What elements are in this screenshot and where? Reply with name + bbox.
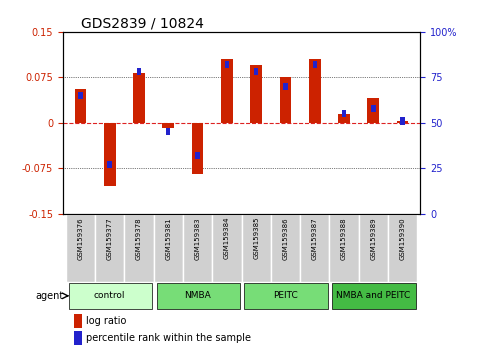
FancyBboxPatch shape (212, 213, 242, 282)
Text: GSM159388: GSM159388 (341, 217, 347, 259)
Text: GSM159390: GSM159390 (399, 217, 406, 259)
FancyBboxPatch shape (66, 213, 95, 282)
Text: PEITC: PEITC (273, 291, 298, 300)
Bar (133, 73, 145, 123)
FancyBboxPatch shape (388, 213, 417, 282)
FancyBboxPatch shape (69, 283, 152, 309)
FancyBboxPatch shape (156, 283, 240, 309)
Bar (254, 68, 258, 75)
Bar (192, 123, 203, 174)
Bar (283, 83, 288, 90)
FancyBboxPatch shape (154, 213, 183, 282)
Bar (313, 61, 317, 68)
FancyBboxPatch shape (300, 213, 329, 282)
Text: GSM159386: GSM159386 (283, 217, 288, 259)
Text: GDS2839 / 10824: GDS2839 / 10824 (81, 17, 203, 31)
Text: GSM159381: GSM159381 (165, 217, 171, 259)
Text: GSM159387: GSM159387 (312, 217, 318, 259)
FancyBboxPatch shape (329, 213, 359, 282)
FancyBboxPatch shape (244, 283, 328, 309)
Text: GSM159385: GSM159385 (253, 217, 259, 259)
Bar (104, 123, 115, 186)
Text: log ratio: log ratio (86, 316, 127, 326)
FancyBboxPatch shape (271, 213, 300, 282)
Text: agent: agent (35, 291, 63, 301)
Text: GSM159376: GSM159376 (77, 217, 84, 259)
FancyBboxPatch shape (359, 213, 388, 282)
Bar (137, 68, 141, 75)
Text: GSM159383: GSM159383 (195, 217, 200, 259)
Bar (162, 123, 174, 127)
Text: NMBA: NMBA (184, 291, 211, 300)
Text: percentile rank within the sample: percentile rank within the sample (86, 333, 251, 343)
Bar (73, 331, 83, 345)
Bar (195, 152, 200, 159)
Bar (74, 89, 86, 123)
Text: GSM159384: GSM159384 (224, 217, 230, 259)
Bar (78, 92, 83, 99)
Bar (397, 121, 409, 123)
Text: control: control (94, 291, 126, 300)
Bar (73, 314, 83, 328)
Text: GSM159377: GSM159377 (107, 217, 113, 259)
Bar (280, 77, 291, 123)
Text: GSM159378: GSM159378 (136, 217, 142, 259)
Bar (166, 128, 170, 135)
Bar (250, 65, 262, 123)
Text: GSM159389: GSM159389 (370, 217, 376, 259)
Bar (368, 98, 379, 123)
Bar (309, 59, 321, 123)
Bar (400, 117, 405, 125)
Bar (225, 61, 229, 68)
Bar (338, 114, 350, 123)
FancyBboxPatch shape (183, 213, 212, 282)
Bar (221, 59, 233, 123)
Text: NMBA and PEITC: NMBA and PEITC (336, 291, 411, 300)
FancyBboxPatch shape (332, 283, 416, 309)
FancyBboxPatch shape (242, 213, 271, 282)
Bar (107, 161, 112, 168)
Bar (371, 104, 376, 112)
FancyBboxPatch shape (124, 213, 154, 282)
Bar (342, 110, 346, 117)
FancyBboxPatch shape (95, 213, 124, 282)
